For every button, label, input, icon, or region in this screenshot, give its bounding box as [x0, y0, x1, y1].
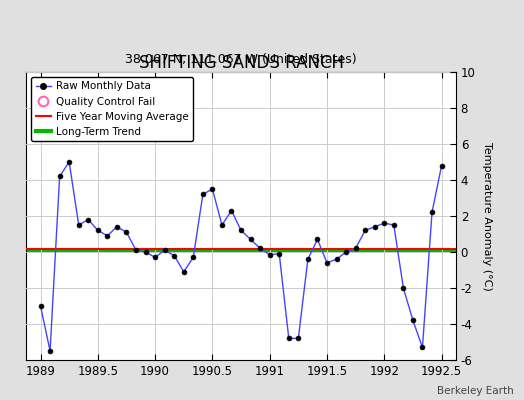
- Y-axis label: Temperature Anomaly (°C): Temperature Anomaly (°C): [482, 142, 492, 290]
- Text: 38.067 N, 111.067 W (United States): 38.067 N, 111.067 W (United States): [125, 53, 357, 66]
- Title: SHIFTING SANDS RANCH: SHIFTING SANDS RANCH: [138, 54, 344, 72]
- Legend: Raw Monthly Data, Quality Control Fail, Five Year Moving Average, Long-Term Tren: Raw Monthly Data, Quality Control Fail, …: [31, 77, 193, 141]
- Text: Berkeley Earth: Berkeley Earth: [437, 386, 514, 396]
